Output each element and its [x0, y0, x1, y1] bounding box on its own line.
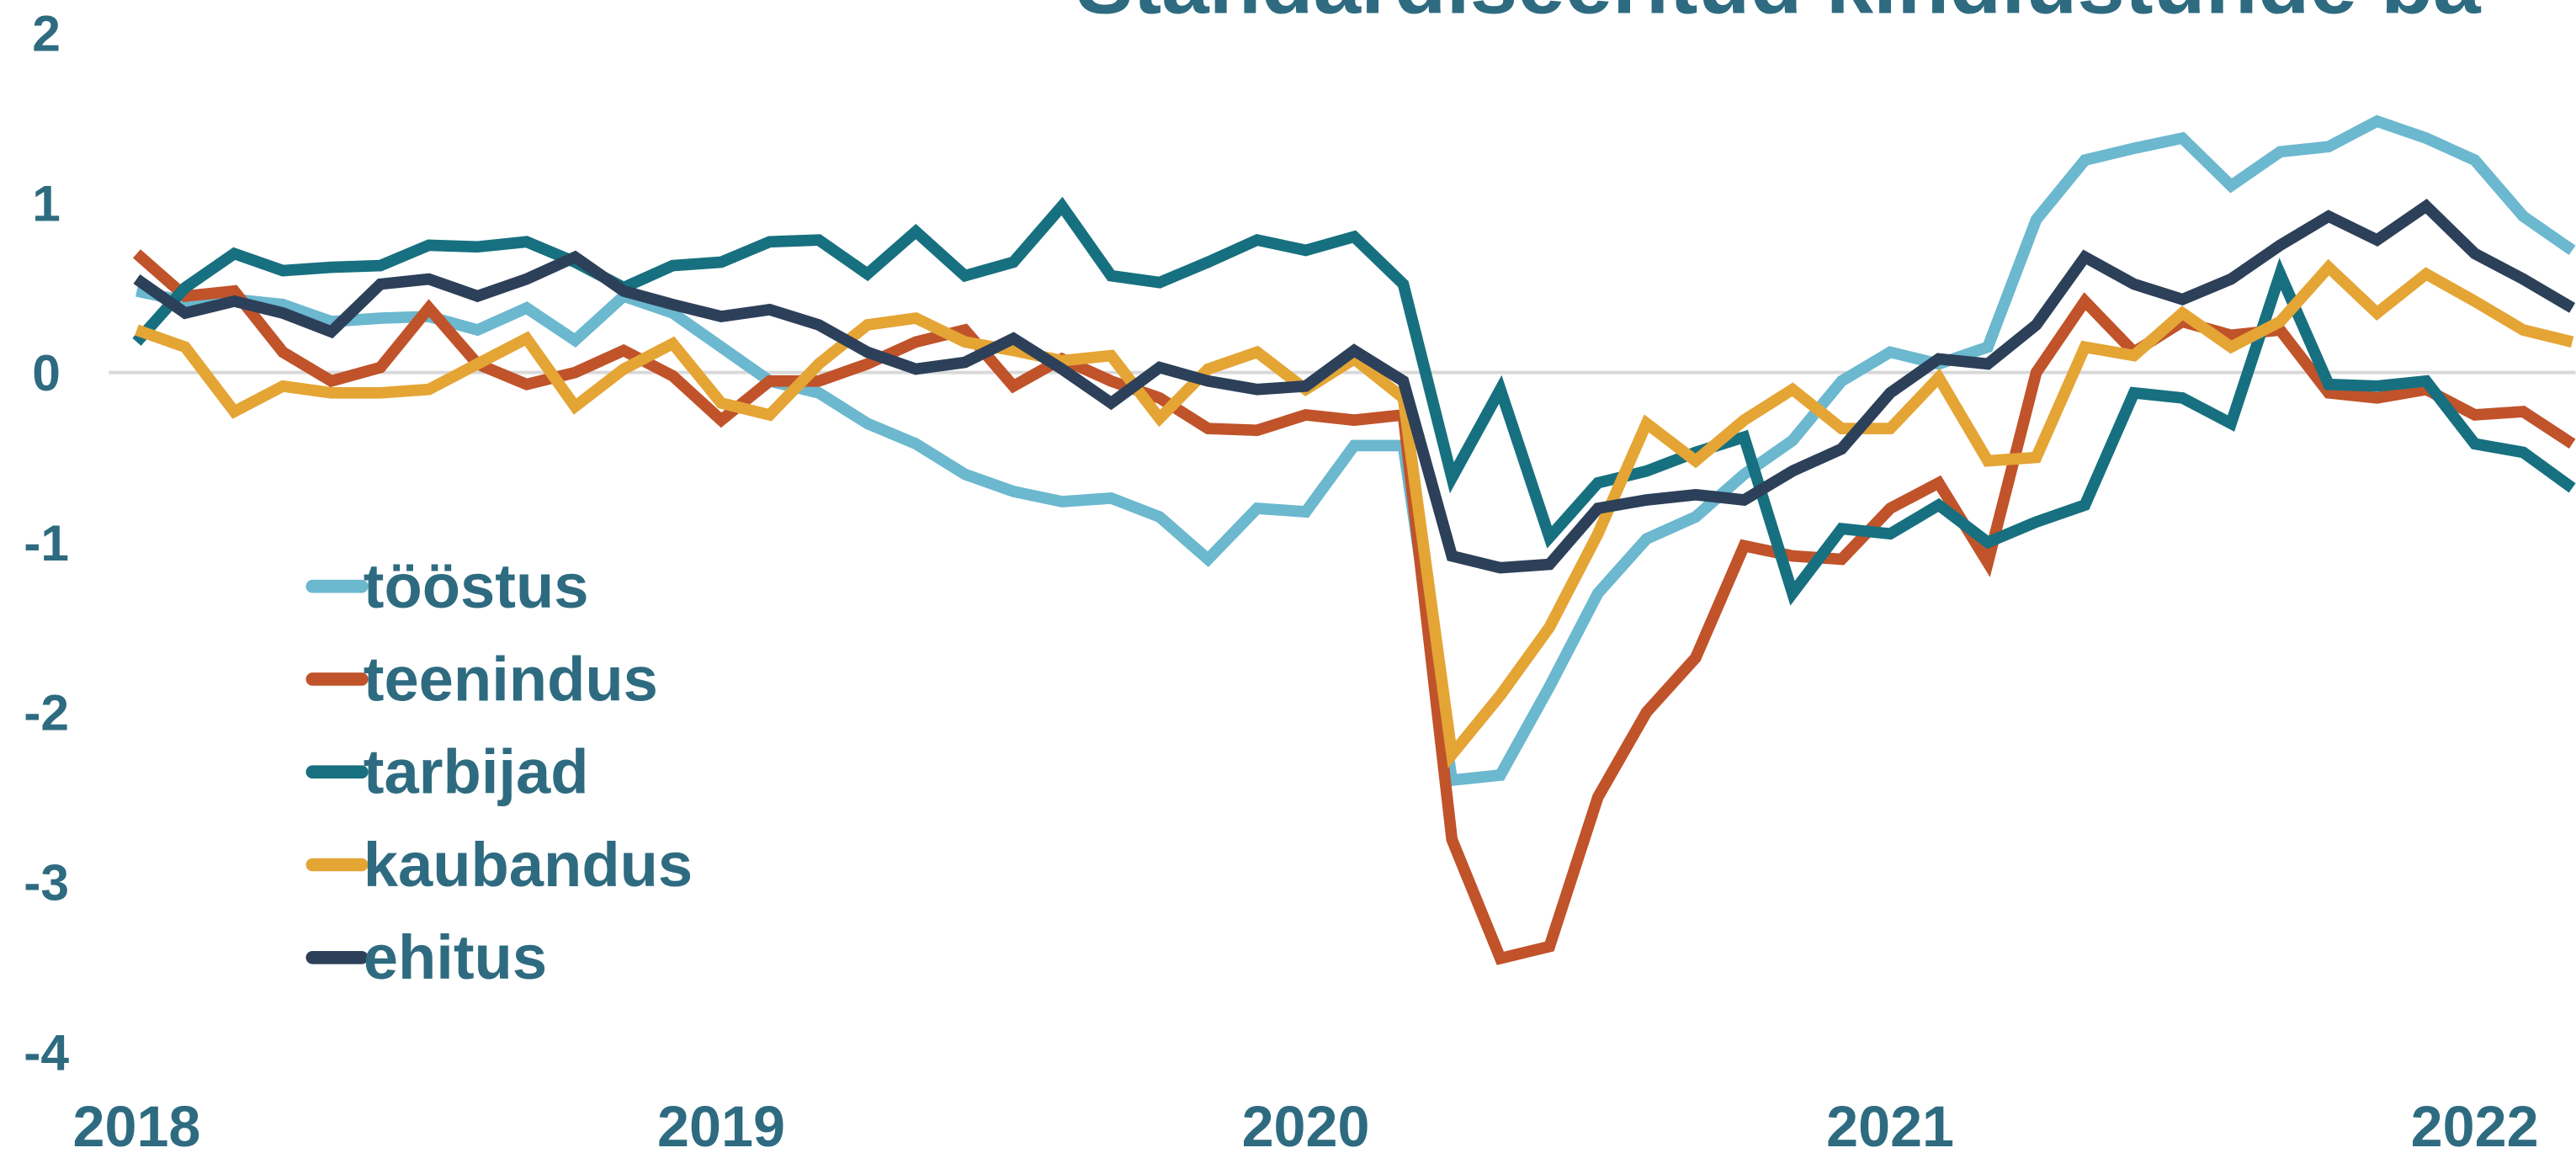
y-tick-label: -2: [24, 684, 69, 741]
y-tick-label: -4: [24, 1023, 69, 1081]
legend-label: tarbijad: [364, 737, 589, 807]
line-series: [133, 199, 2576, 574]
y-tick-label: -3: [24, 853, 69, 911]
x-tick-label: 2020: [1242, 1095, 1370, 1153]
x-tick-label: 2022: [2411, 1095, 2539, 1153]
legend-label: ehitus: [364, 922, 547, 992]
legend-label: kaubandus: [364, 830, 693, 900]
y-tick-label: 0: [32, 344, 61, 401]
y-tick-label: 2: [32, 4, 61, 61]
chart-title: Standardiseeritud kindlustunde ba: [1076, 0, 2482, 32]
legend-label: teenindus: [364, 644, 658, 714]
x-tick-label: 2018: [72, 1095, 200, 1153]
y-tick-label: 1: [32, 174, 61, 231]
line-series: [135, 258, 2574, 769]
y-tick-label: -1: [24, 514, 69, 571]
x-tick-label: 2019: [657, 1095, 785, 1153]
line-series: [132, 196, 2576, 606]
x-tick-label: 2021: [1826, 1095, 1954, 1153]
line-series: [135, 114, 2576, 787]
legend-label: tööstus: [364, 551, 589, 621]
